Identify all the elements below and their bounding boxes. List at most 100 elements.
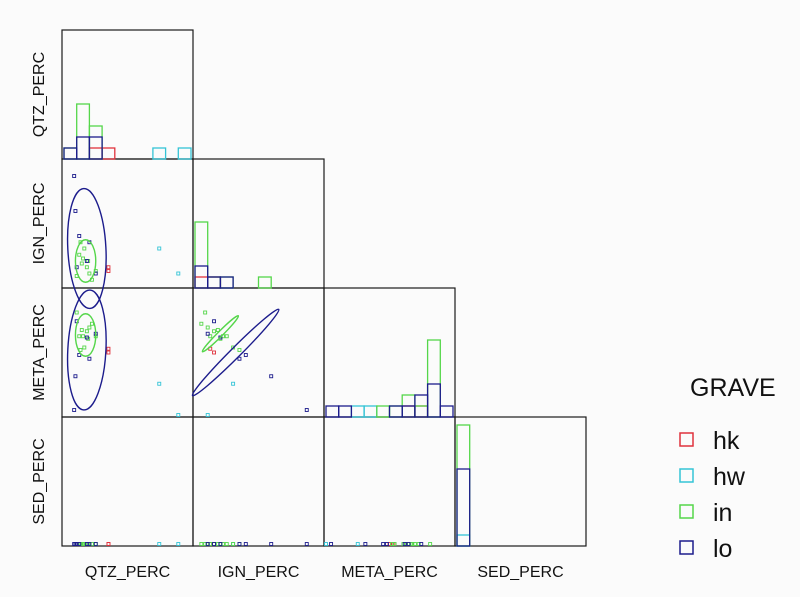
point-lo-5-sed_perc-vs-qtz_perc (77, 542, 82, 546)
point-hw-0-sed_perc-vs-qtz_perc (157, 542, 162, 546)
histogram-bar-qtz_perc-lo-bin-0 (63, 147, 78, 160)
histogram-bar-sed_perc-lo-bin-0 (456, 468, 471, 547)
panel-frame-sed_perc-vs-ign_perc (192, 416, 325, 547)
point-lo-4-sed_perc-vs-qtz_perc (87, 542, 92, 546)
y-axis-label-meta_perc: META_PERC (31, 304, 48, 401)
point-lo-6-meta_perc-vs-qtz_perc (73, 374, 78, 379)
point-in-3-meta_perc-vs-ign_perc (205, 325, 210, 330)
point-lo-1-sed_perc-vs-meta_perc (419, 542, 424, 546)
point-in-4-meta_perc-vs-qtz_perc (79, 328, 84, 332)
panel-frame-ign_perc-vs-qtz_perc (61, 158, 194, 289)
point-in-4-sed_perc-vs-meta_perc (410, 542, 415, 546)
histogram-bar-meta_perc-in-bin-8 (426, 339, 441, 418)
point-hw-0-meta_perc-vs-qtz_perc (157, 381, 162, 386)
legend-title: GRAVE (690, 374, 776, 402)
point-lo-2-meta_perc-vs-ign_perc (218, 335, 223, 340)
point-hk-0-meta_perc-vs-qtz_perc (106, 350, 111, 355)
point-in-2-ign_perc-vs-qtz_perc (77, 252, 82, 257)
legend-swatch-hk (679, 432, 694, 447)
x-axis-label-ign_perc: IGN_PERC (218, 564, 300, 581)
point-in-7-meta_perc-vs-qtz_perc (74, 310, 79, 315)
point-in-4-sed_perc-vs-ign_perc (215, 542, 220, 546)
ellipse-lo-meta_perc-vs-qtz_perc (66, 289, 107, 411)
panel-frame-meta_perc-vs-meta_perc (323, 287, 456, 418)
histogram-bar-meta_perc-lo-bin-8 (426, 383, 441, 418)
histogram-bar-qtz_perc-lo-bin-1 (76, 136, 91, 160)
point-hw-1-sed_perc-vs-meta_perc (324, 542, 328, 546)
legend-label-hw: hw (713, 463, 746, 491)
point-in-6-meta_perc-vs-ign_perc (231, 345, 236, 350)
point-in-3-ign_perc-vs-qtz_perc (87, 271, 92, 276)
point-lo-6-ign_perc-vs-qtz_perc (73, 209, 78, 213)
histogram-bar-ign_perc-in-bin-5 (257, 276, 272, 289)
point-in-0-ign_perc-vs-qtz_perc (81, 256, 86, 261)
histogram-bar-meta_perc-lo-bin-9 (439, 405, 454, 418)
point-in-1-ign_perc-vs-qtz_perc (84, 265, 89, 270)
point-lo-4-meta_perc-vs-ign_perc (237, 356, 242, 361)
histogram-bar-qtz_perc-in-bin-0 (63, 147, 78, 160)
histogram-bar-ign_perc-in-bin-2 (219, 276, 234, 289)
point-in-5-sed_perc-vs-meta_perc (416, 542, 421, 546)
legend-swatch-lo (679, 540, 694, 555)
histogram-bar-meta_perc-hw-bin-3 (363, 405, 378, 418)
legend-label-in: in (713, 499, 732, 527)
point-in-5-meta_perc-vs-qtz_perc (89, 321, 94, 326)
point-in-0-sed_perc-vs-ign_perc (220, 542, 225, 546)
point-hk-0-meta_perc-vs-ign_perc (212, 350, 217, 355)
histogram-bar-qtz_perc-hw-bin-9 (177, 147, 192, 160)
histogram-bar-ign_perc-hk-bin-1 (207, 276, 222, 289)
point-lo-5-sed_perc-vs-meta_perc (385, 542, 389, 546)
panel-frame-qtz_perc-vs-qtz_perc (61, 29, 194, 160)
point-in-7-meta_perc-vs-ign_perc (203, 310, 208, 315)
point-in-9-ign_perc-vs-qtz_perc (78, 240, 83, 245)
legend-swatch-hw (679, 468, 694, 483)
histogram-bar-meta_perc-lo-bin-0 (325, 405, 340, 418)
histogram-bar-ign_perc-in-bin-1 (207, 276, 222, 289)
ellipse-in-meta_perc-vs-ign_perc (201, 315, 240, 353)
panel-frame-ign_perc-vs-ign_perc (192, 158, 325, 289)
point-in-1-meta_perc-vs-ign_perc (212, 329, 217, 334)
point-lo-5-ign_perc-vs-qtz_perc (77, 234, 82, 238)
point-lo-6-meta_perc-vs-ign_perc (269, 374, 274, 379)
point-lo-1-sed_perc-vs-ign_perc (212, 542, 217, 546)
point-lo-4-meta_perc-vs-qtz_perc (87, 356, 92, 361)
point-lo-0-sed_perc-vs-ign_perc (304, 542, 309, 546)
histogram-bar-ign_perc-lo-bin-2 (219, 276, 234, 289)
point-hw-1-sed_perc-vs-qtz_perc (176, 542, 181, 546)
histogram-bar-qtz_perc-in-bin-2 (88, 125, 103, 160)
point-in-4-ign_perc-vs-qtz_perc (79, 261, 84, 266)
point-lo-3-sed_perc-vs-meta_perc (406, 542, 411, 546)
panel-frame-sed_perc-vs-meta_perc (323, 416, 456, 547)
y-axis-label-qtz_perc: QTZ_PERC (31, 52, 48, 137)
point-lo-2-sed_perc-vs-qtz_perc (84, 542, 89, 546)
point-in-7-sed_perc-vs-ign_perc (203, 542, 208, 546)
legend-label-hk: hk (713, 427, 740, 455)
point-lo-2-ign_perc-vs-qtz_perc (84, 259, 89, 263)
point-in-4-meta_perc-vs-ign_perc (215, 328, 220, 332)
point-in-9-sed_perc-vs-meta_perc (390, 542, 394, 546)
point-in-5-sed_perc-vs-ign_perc (199, 542, 204, 546)
histogram-bar-meta_perc-hk-bin-7 (414, 405, 429, 418)
point-in-0-meta_perc-vs-qtz_perc (81, 334, 86, 339)
histogram-bar-ign_perc-in-bin-0 (194, 221, 209, 289)
ellipse-lo-ign_perc-vs-qtz_perc (66, 187, 107, 310)
point-hw-0-sed_perc-vs-meta_perc (355, 542, 360, 546)
point-lo-3-sed_perc-vs-ign_perc (205, 542, 210, 546)
point-lo-3-sed_perc-vs-qtz_perc (93, 542, 98, 546)
point-hk-1-sed_perc-vs-qtz_perc (106, 542, 111, 546)
point-in-8-meta_perc-vs-ign_perc (208, 334, 213, 339)
point-hk-1-ign_perc-vs-qtz_perc (106, 269, 111, 273)
point-hk-0-sed_perc-vs-meta_perc (387, 542, 392, 546)
point-lo-5-meta_perc-vs-ign_perc (243, 353, 248, 357)
point-in-6-ign_perc-vs-qtz_perc (82, 246, 87, 251)
histogram-bar-qtz_perc-hk-bin-2 (88, 147, 103, 160)
histogram-bar-qtz_perc-hk-bin-3 (101, 147, 116, 160)
point-lo-0-meta_perc-vs-qtz_perc (72, 408, 77, 412)
x-axis-label-meta_perc: META_PERC (341, 564, 438, 581)
histogram-bar-meta_perc-in-bin-5 (388, 405, 403, 418)
point-lo-6-sed_perc-vs-meta_perc (363, 542, 368, 546)
point-in-5-sed_perc-vs-qtz_perc (89, 542, 94, 546)
point-in-6-sed_perc-vs-qtz_perc (82, 542, 87, 546)
histogram-bar-sed_perc-in-bin-0 (456, 424, 471, 547)
point-lo-6-sed_perc-vs-ign_perc (269, 542, 274, 546)
